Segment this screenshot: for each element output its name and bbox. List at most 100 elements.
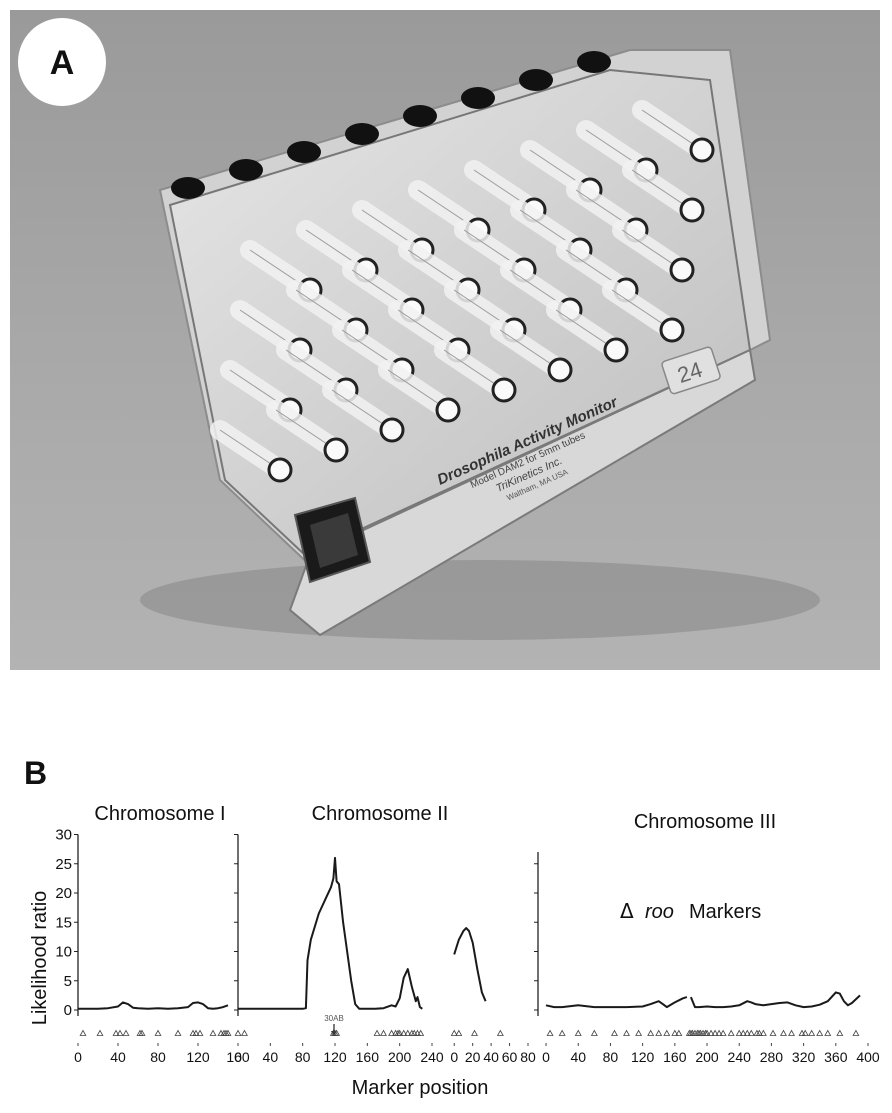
panel-a: Drosophila Activity Monitor Model DAM2 f… [10, 10, 880, 670]
marker-triangle [546, 1029, 554, 1036]
x-tick-label: 400 [856, 1049, 880, 1065]
marker-triangle [558, 1029, 566, 1036]
tube-cap [679, 197, 705, 223]
tube-cap [689, 137, 715, 163]
marker-triangle [743, 1029, 751, 1036]
marker-triangle [574, 1029, 582, 1036]
connector-knob [461, 87, 495, 109]
marker-triangle [116, 1029, 124, 1036]
marker-triangle [388, 1029, 396, 1036]
x-tick-label: 320 [792, 1049, 816, 1065]
y-tick-label: 0 [64, 1002, 72, 1019]
connector-knob [345, 123, 379, 145]
marker-triangle [234, 1029, 242, 1036]
device-number-badge: 24 [661, 346, 721, 395]
likelihood-chart: B Chromosome I Chromosome II Chromosome … [24, 755, 880, 1099]
chromosome-ii-title: Chromosome II [312, 803, 449, 825]
marker-triangle [96, 1029, 104, 1036]
panel-a-label-circle [18, 18, 106, 106]
x-tick-label: 200 [388, 1049, 412, 1065]
marker-triangle [635, 1029, 643, 1036]
marker-triangle [455, 1029, 463, 1036]
y-tick-label: 30 [55, 827, 72, 844]
panel-b-letter: B [24, 755, 47, 791]
tube-cap [323, 437, 349, 463]
x-tick-label: 120 [631, 1049, 655, 1065]
tube-cap [435, 397, 461, 423]
connector-knob [229, 159, 263, 181]
marker-triangle [154, 1029, 162, 1036]
marker-triangle [788, 1029, 796, 1036]
marker-triangle [396, 1029, 404, 1036]
chromosome-i-title: Chromosome I [94, 803, 225, 825]
y-tick-label: 25 [55, 856, 72, 873]
marker-triangle [138, 1029, 146, 1036]
y-tick-label: 15 [55, 914, 72, 931]
marker-triangle [400, 1029, 408, 1036]
marker-triangle [663, 1029, 671, 1036]
marker-triangle [417, 1029, 425, 1036]
x-tick-label: 160 [663, 1049, 687, 1065]
y-tick-label: 20 [55, 885, 72, 902]
connector-knob [287, 141, 321, 163]
x-tick-label: 80 [520, 1049, 536, 1065]
marker-triangle [240, 1029, 248, 1036]
x-tick-label: 80 [603, 1049, 619, 1065]
connector-knob [171, 177, 205, 199]
x-tick-label: 0 [74, 1049, 82, 1065]
x-tick-label: 360 [824, 1049, 848, 1065]
tube-cap [379, 417, 405, 443]
roo-label: roo [645, 901, 674, 923]
marker-triangle [122, 1029, 130, 1036]
likelihood-series-line [689, 991, 861, 1009]
marker-triangle [196, 1029, 204, 1036]
likelihood-series-line [238, 856, 423, 1010]
marker-triangle [719, 1029, 727, 1036]
x-tick-label: 60 [502, 1049, 518, 1065]
marker-triangle [780, 1029, 787, 1036]
x-tick-label: 120 [186, 1049, 210, 1065]
connector-knob [403, 105, 437, 127]
ethernet-port [293, 496, 372, 584]
marker-triangle [380, 1029, 387, 1036]
x-tick-label: 20 [465, 1049, 481, 1065]
tube-cap [669, 257, 695, 283]
marker-triangle [801, 1029, 809, 1036]
x-tick-label: 200 [695, 1049, 719, 1065]
x-axis-label: Marker position [352, 1077, 489, 1099]
x-tick-label: 40 [263, 1049, 279, 1065]
x-tick-label: 80 [295, 1049, 311, 1065]
marker-triangle [471, 1029, 478, 1036]
marker-triangle [703, 1029, 711, 1036]
marker-triangle [610, 1029, 618, 1036]
likelihood-series-line [78, 1001, 229, 1010]
marker-triangle [816, 1029, 824, 1036]
y-axis-label: Likelihood ratio [29, 891, 51, 1026]
tube-cap [547, 357, 573, 383]
y-tick-label: 5 [64, 973, 72, 990]
marker-triangle [759, 1029, 767, 1036]
marker-triangle [333, 1029, 341, 1036]
chromosome-iii-title: Chromosome III [634, 811, 776, 833]
marker-triangle [655, 1029, 663, 1036]
marker-triangle [404, 1029, 412, 1036]
marker-triangle [727, 1029, 735, 1036]
connector-knobs [171, 51, 611, 199]
marker-triangle [739, 1029, 747, 1036]
panel-b: B Chromosome I Chromosome II Chromosome … [0, 740, 892, 1108]
marker-triangle [174, 1029, 182, 1036]
marker-triangle [747, 1029, 755, 1036]
locus-30ab-label: 30AB [324, 1014, 344, 1023]
marker-triangle [623, 1029, 631, 1036]
connector-knob [519, 69, 553, 91]
x-tick-label: 80 [150, 1049, 166, 1065]
x-tick-label: 240 [728, 1049, 752, 1065]
x-tick-label: 40 [483, 1049, 499, 1065]
marker-triangle [769, 1029, 777, 1036]
likelihood-series-line [453, 927, 487, 1002]
delta-symbol: Δ [620, 899, 634, 923]
likelihood-series-line [545, 996, 688, 1009]
roo-markers-annotation: Δ roo Markers [620, 899, 761, 923]
markers-label: Markers [689, 901, 761, 923]
tube-cap [267, 457, 293, 483]
